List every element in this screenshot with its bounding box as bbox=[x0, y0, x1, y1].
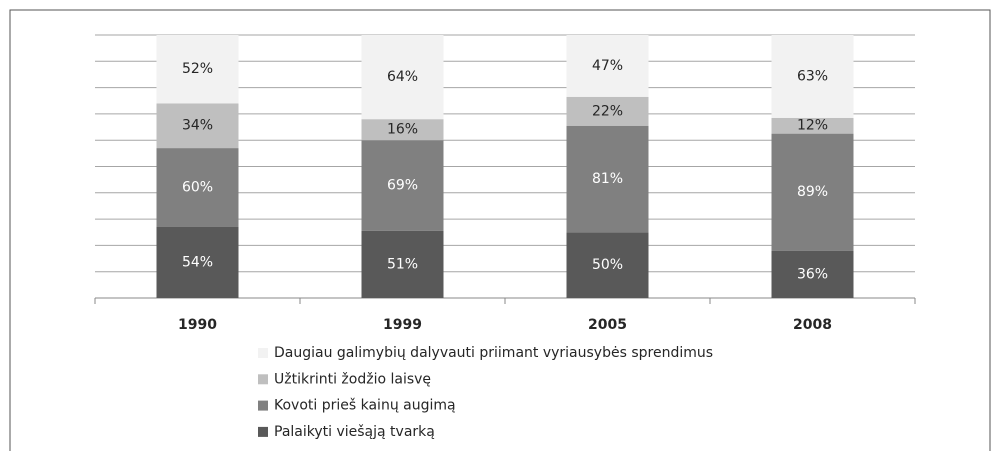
bar-segment bbox=[771, 35, 854, 118]
bar-segment bbox=[156, 103, 239, 149]
value-label: 47% bbox=[592, 58, 623, 74]
bar-segment bbox=[361, 119, 444, 141]
value-label: 69% bbox=[387, 178, 418, 194]
bar-segment bbox=[361, 35, 444, 120]
bar-segment bbox=[156, 35, 239, 104]
bar-segment bbox=[156, 148, 239, 227]
legend-swatch bbox=[258, 426, 268, 437]
bar-segment bbox=[566, 96, 649, 126]
bar-segment bbox=[156, 226, 239, 298]
value-label: 16% bbox=[387, 122, 418, 138]
bar-segment bbox=[361, 230, 444, 298]
x-tick-label: 1990 bbox=[178, 317, 217, 333]
bar-segment bbox=[771, 133, 854, 251]
value-label: 89% bbox=[797, 184, 828, 200]
bar-segment bbox=[566, 232, 649, 298]
x-tick-label: 2008 bbox=[793, 317, 832, 333]
x-tick-label: 1999 bbox=[383, 317, 422, 333]
legend-swatch bbox=[258, 400, 268, 411]
legend-label: Daugiau galimybių dalyvauti priimant vyr… bbox=[274, 345, 713, 361]
value-label: 52% bbox=[182, 61, 213, 77]
value-label: 54% bbox=[182, 254, 213, 270]
bar-segment bbox=[361, 140, 444, 231]
value-label: 22% bbox=[592, 103, 623, 119]
frame bbox=[9, 9, 991, 451]
value-label: 12% bbox=[797, 118, 828, 134]
value-label: 81% bbox=[592, 171, 623, 187]
value-label: 64% bbox=[387, 69, 418, 85]
legend-label: Kovoti prieš kainų augimą bbox=[274, 398, 456, 414]
value-label: 60% bbox=[182, 180, 213, 196]
bar-segment bbox=[566, 125, 649, 233]
bar-segment bbox=[566, 35, 649, 97]
legend-swatch bbox=[258, 348, 268, 358]
legend-label: Užtikrinti žodžio laisvę bbox=[274, 371, 431, 387]
value-label: 51% bbox=[387, 256, 418, 272]
value-label: 36% bbox=[797, 266, 828, 282]
x-tick-label: 2005 bbox=[588, 317, 627, 333]
legend-label: Palaikyti viešąją tvarką bbox=[274, 424, 435, 440]
value-label: 50% bbox=[592, 257, 623, 273]
bar-segment bbox=[771, 117, 854, 134]
value-label: 34% bbox=[182, 118, 213, 134]
value-label: 63% bbox=[797, 68, 828, 84]
bar-segment bbox=[771, 250, 854, 298]
legend-swatch bbox=[258, 374, 268, 385]
